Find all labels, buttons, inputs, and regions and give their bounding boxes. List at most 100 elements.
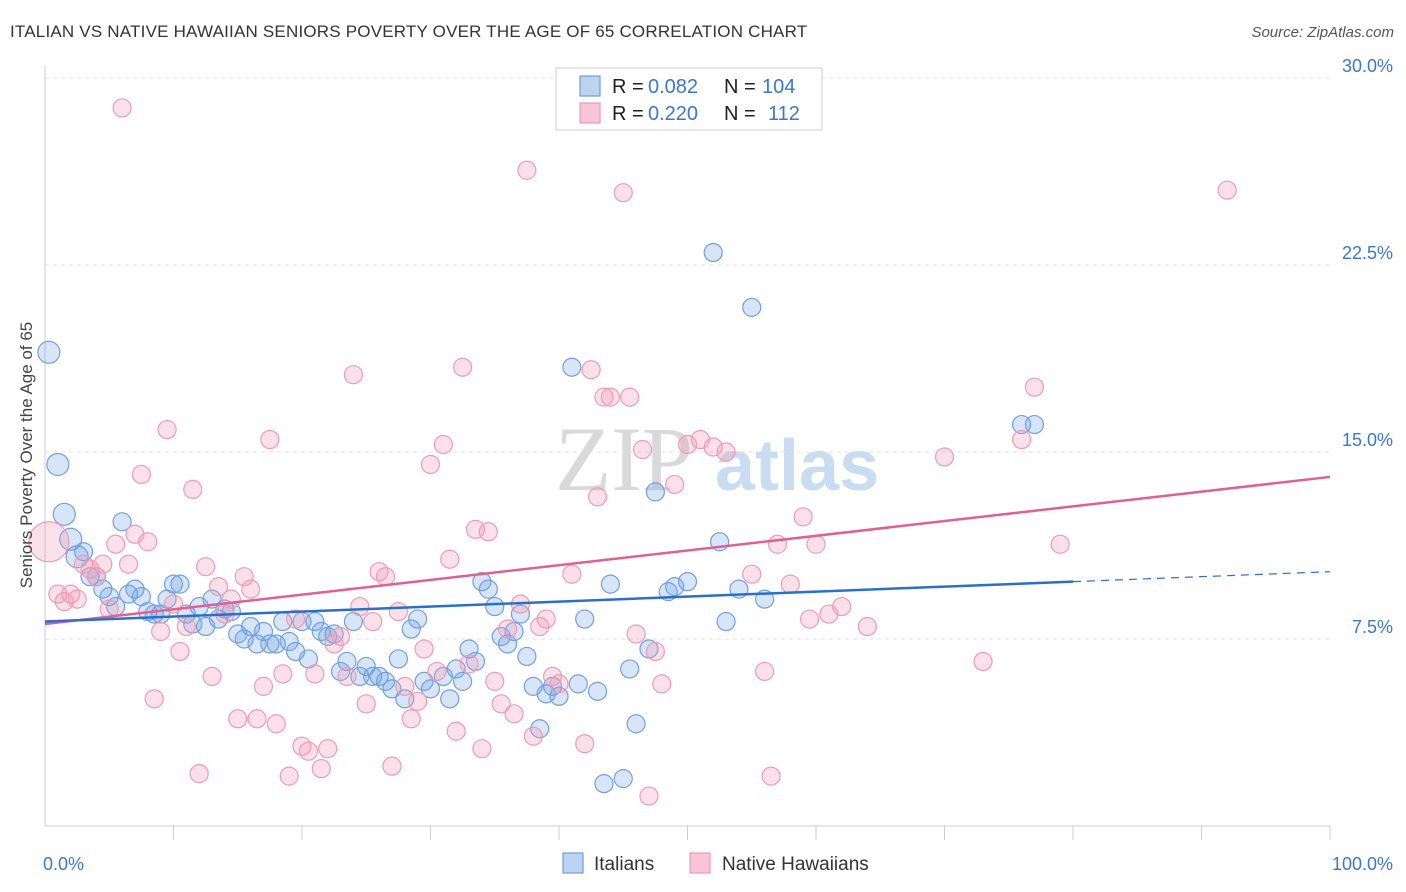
hawaiian-point-14 [131, 464, 151, 485]
hawaiian-point-36 [273, 664, 293, 684]
hawaiian-point-79 [549, 674, 569, 694]
hawaiian-point-12 [118, 554, 139, 574]
italian-point-80 [568, 674, 588, 694]
hawaiian-point-46 [337, 666, 357, 687]
italian-point-69 [491, 626, 511, 647]
italian-point-75 [530, 719, 550, 739]
hawaiian-point-59 [420, 454, 441, 475]
x-tick-label-1: 100.0% [1332, 854, 1393, 874]
legend-swatch-italians [579, 75, 601, 97]
hawaiian-point-76 [530, 616, 550, 637]
legend-r-label-1: R = [612, 76, 644, 98]
italian-point-87 [626, 714, 646, 734]
hawaiian-point-51 [369, 562, 389, 582]
hawaiian-point-99 [754, 661, 775, 682]
italian-point-33 [253, 621, 274, 642]
hawaiian-point-102 [780, 574, 800, 594]
italian-point-52 [375, 671, 396, 691]
hawaiian-point-49 [356, 694, 376, 714]
italian-point-6 [80, 567, 100, 587]
italian-point-82 [587, 681, 608, 701]
italian-point-30 [234, 629, 254, 649]
y-axis-label: Seniors Poverty Over the Age of 65 [17, 322, 36, 588]
italian-point-61 [440, 689, 460, 709]
hawaiian-point-96 [703, 437, 723, 457]
italians-trend-extension [1072, 571, 1331, 583]
hawaiian-point-39 [292, 736, 312, 756]
bottom-legend-hawaiians: Native Hawaiians [722, 854, 869, 875]
italian-point-92 [677, 572, 698, 592]
top-legend: R = 0.082 N = 104 R = 0.220 N = 112 [555, 67, 823, 131]
y-tick-label-1: 15.0% [1342, 430, 1393, 450]
hawaiian-point-68 [478, 522, 498, 542]
hawaiian-point-67 [472, 739, 492, 759]
hawaiian-point-101 [767, 534, 788, 554]
italian-point-54 [388, 649, 408, 669]
hawaiian-point-112 [1024, 377, 1045, 397]
hawaiian-point-31 [241, 579, 261, 599]
italian-point-68 [485, 596, 505, 617]
italian-point-63 [453, 671, 473, 691]
hawaiian-point-65 [459, 654, 479, 674]
italian-point-13 [125, 579, 145, 599]
italian-point-100 [1024, 414, 1045, 435]
hawaiian-point-110 [973, 651, 993, 672]
hawaiian-point-114 [1217, 180, 1237, 200]
italian-point-41 [305, 611, 325, 632]
hawaiian-point-86 [613, 183, 633, 203]
hawaiian-point-97 [716, 442, 736, 462]
italian-point-62 [446, 659, 466, 679]
italian-point-59 [420, 679, 441, 699]
italian-point-67 [478, 579, 498, 599]
bottom-legend: Italians Native Hawaiians [562, 852, 869, 875]
italian-point-19 [163, 574, 184, 594]
hawaiian-point-32 [247, 709, 267, 729]
hawaiian-point-6 [80, 559, 100, 579]
italian-point-85 [613, 769, 633, 789]
italian-point-3 [59, 527, 83, 551]
hawaiian-point-88 [626, 624, 646, 644]
hawaiian-point-57 [408, 691, 428, 711]
italian-point-73 [517, 646, 537, 667]
hawaiian-point-4 [67, 589, 87, 609]
hawaiian-point-83 [587, 487, 608, 507]
legend-n-label-1: N = [724, 76, 756, 98]
hawaiian-point-45 [330, 626, 351, 647]
hawaiian-point-82 [581, 360, 601, 380]
hawaiian-point-54 [388, 601, 408, 622]
hawaiian-point-92 [652, 674, 672, 694]
italian-point-72 [510, 604, 531, 624]
italian-point-34 [260, 634, 280, 654]
hawaiian-point-103 [793, 507, 813, 527]
legend-r-label-2: R = [612, 103, 644, 125]
italian-point-1 [46, 452, 70, 477]
italian-point-31 [241, 616, 261, 637]
legend-r-value-2: 0.220 [648, 103, 698, 125]
hawaiians-trend-line [44, 475, 1331, 626]
hawaiian-point-63 [446, 721, 466, 741]
italian-point-66 [472, 572, 492, 592]
italian-point-56 [401, 619, 421, 639]
italian-point-89 [645, 482, 665, 502]
hawaiian-point-93 [665, 474, 685, 495]
hawaiian-point-91 [645, 641, 665, 662]
hawaiian-point-80 [562, 564, 582, 584]
italian-point-97 [742, 297, 762, 317]
italian-point-70 [498, 634, 518, 654]
hawaiian-point-10 [106, 534, 126, 554]
bottom-legend-swatch-hawaiians [689, 852, 711, 874]
hawaiian-point-71 [498, 619, 518, 639]
italian-point-93 [703, 242, 723, 263]
hawaiian-point-113 [1050, 534, 1070, 554]
hawaiian-point-84 [594, 387, 614, 407]
hawaiian-point-35 [266, 714, 286, 734]
hawaiian-point-107 [832, 596, 852, 617]
hawaiian-point-69 [485, 671, 505, 691]
hawaiian-point-22 [183, 479, 203, 499]
hawaiian-point-109 [934, 447, 955, 467]
gridlines [45, 77, 1330, 640]
trend-lines [44, 475, 1331, 626]
hawaiian-point-30 [234, 567, 254, 587]
hawaiian-point-58 [414, 639, 434, 659]
italian-point-58 [414, 671, 434, 691]
